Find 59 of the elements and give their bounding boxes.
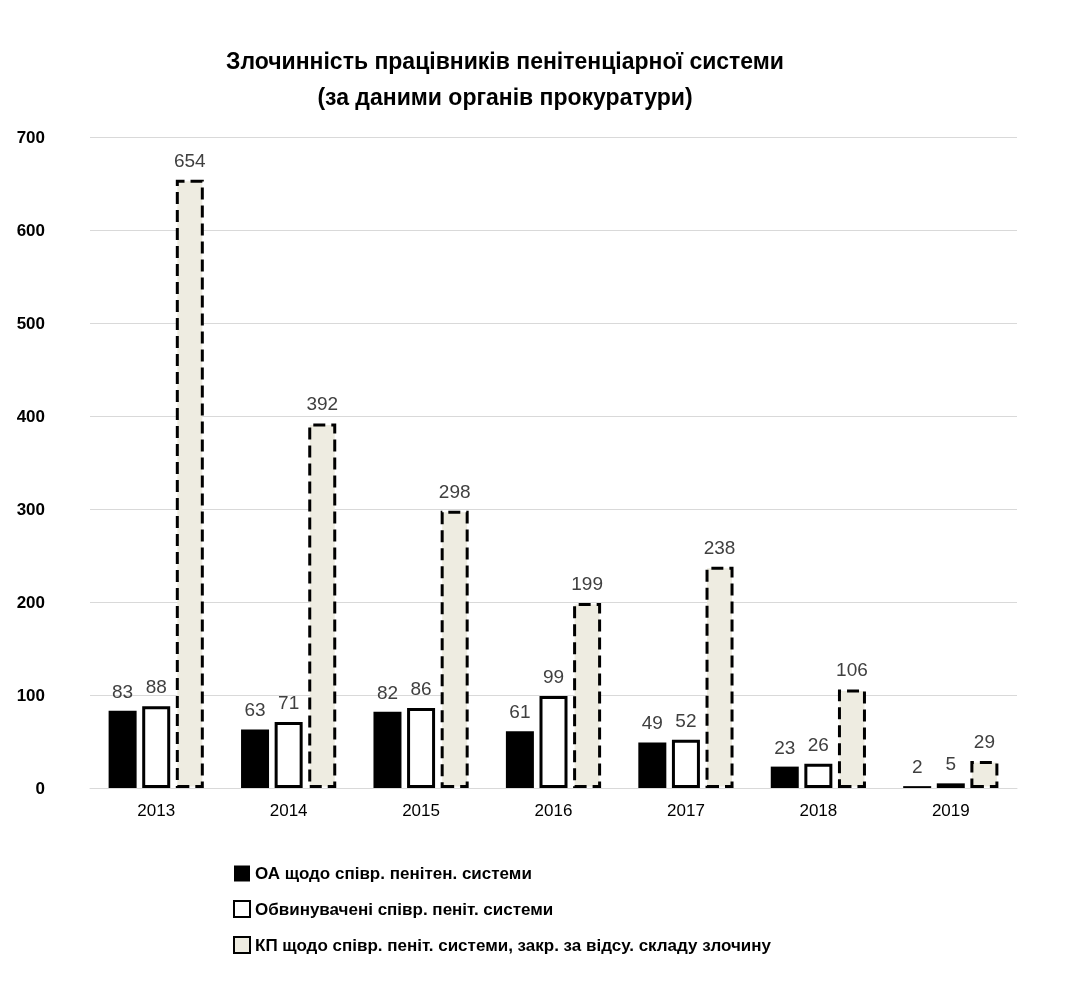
bar — [837, 689, 866, 788]
data-label: 199 — [571, 572, 603, 594]
chart-title: Злочинність працівників пенітенціарної системи (за даними органів прокуратури) — [225, 48, 785, 110]
bar — [638, 742, 667, 788]
x-tick-label: 2019 — [931, 801, 970, 820]
bar — [241, 729, 270, 788]
data-label: 298 — [438, 480, 471, 502]
data-label: 2 — [911, 756, 923, 778]
bar — [970, 761, 999, 788]
data-label: 83 — [112, 680, 134, 702]
y-tick-label: 300 — [16, 499, 45, 519]
x-tick-label: 2013 — [137, 801, 176, 820]
data-label: 88 — [145, 676, 167, 698]
data-label: 71 — [278, 691, 300, 713]
bar — [505, 731, 534, 788]
y-tick-label: 400 — [16, 406, 45, 426]
bar — [440, 510, 469, 788]
x-tick-label: 2017 — [667, 801, 705, 820]
data-label: 82 — [376, 681, 399, 703]
bar — [804, 763, 833, 788]
data-label: 5 — [945, 753, 957, 775]
data-label: 392 — [306, 393, 339, 415]
x-tick-label: 2014 — [269, 801, 308, 820]
y-tick-label: 200 — [16, 592, 45, 612]
y-tick-label: 100 — [16, 685, 45, 705]
legend-label: ОА щодо співр. пенітен. системи — [255, 864, 532, 883]
y-tick-label: 0 — [35, 778, 45, 798]
bar — [407, 708, 436, 788]
bar — [274, 721, 303, 788]
bar — [175, 179, 204, 788]
data-label: 106 — [836, 659, 868, 681]
x-tick-label: 2015 — [402, 801, 440, 820]
bar — [108, 710, 137, 788]
data-label: 26 — [807, 733, 829, 755]
data-label: 23 — [774, 736, 796, 758]
bar — [373, 711, 402, 788]
bar — [705, 566, 734, 788]
bar — [671, 739, 700, 788]
bar — [573, 602, 602, 788]
data-label: 29 — [973, 731, 995, 753]
y-tick-label: 600 — [16, 220, 45, 240]
legend-label: КП щодо співр. пеніт. системи, закр. за відсу. складу злочину — [255, 935, 772, 955]
data-label: 238 — [703, 536, 736, 558]
bar — [539, 695, 568, 788]
data-label: 52 — [675, 709, 697, 731]
bar — [142, 706, 171, 788]
y-tick-label: 500 — [16, 313, 45, 333]
x-tick-label: 2016 — [534, 801, 573, 820]
data-label: 86 — [410, 678, 432, 700]
data-label: 61 — [509, 701, 531, 723]
legend-label: Обвинувачені співр. пеніт. системи — [255, 899, 554, 919]
y-tick-label: 700 — [16, 127, 45, 147]
data-label: 49 — [641, 712, 663, 734]
data-label: 99 — [542, 665, 565, 687]
data-label: 654 — [173, 149, 207, 171]
x-tick-label: 2018 — [799, 801, 838, 820]
bar — [308, 423, 337, 788]
data-label: 63 — [244, 699, 266, 721]
bar — [770, 766, 799, 788]
